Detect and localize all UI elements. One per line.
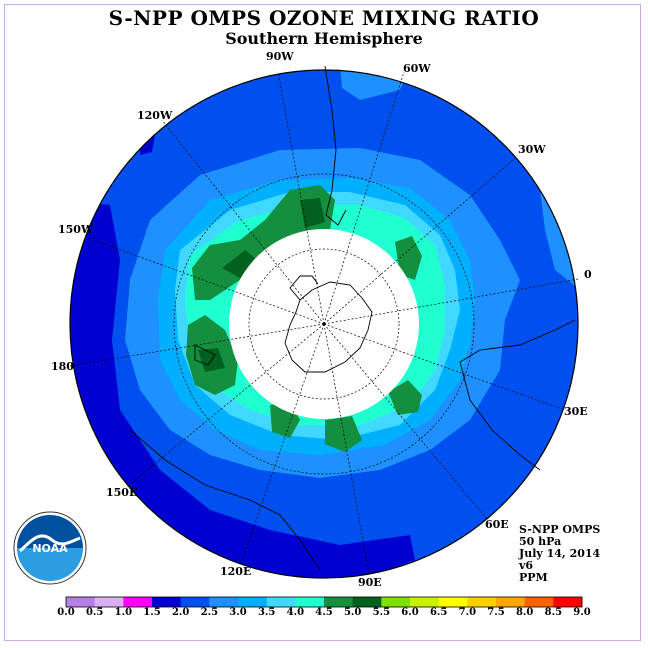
lon-label-120e: 120E [220, 565, 252, 578]
color-bar-tick-label: 7.0 [458, 607, 477, 618]
ozone-level-5.0-d [388, 380, 422, 415]
color-bar-swatch [94, 597, 124, 607]
color-bar [65, 596, 583, 608]
map-subtitle: Southern Hemisphere [225, 29, 423, 48]
color-bar-swatch [324, 597, 353, 607]
color-bar-tick-label: 5.0 [343, 607, 362, 618]
lon-label-30w: 30W [518, 143, 546, 156]
color-bar-tick-label: 1.5 [143, 607, 161, 618]
color-bar-swatch [123, 597, 153, 607]
lon-label-150w: 150W [58, 223, 94, 236]
antarctic-peninsula [289, 275, 319, 301]
instrument-label: S-NPP OMPS [519, 523, 601, 536]
pressure-level-label: 50 hPa [519, 535, 562, 548]
color-bar-tick-label: 4.0 [286, 607, 305, 618]
color-bar-swatch [66, 597, 95, 607]
color-bar-border [65, 596, 583, 608]
color-bar-swatch [266, 597, 296, 607]
color-bar-tick-label: 3.5 [257, 607, 276, 618]
noaa-logo-text: NOAA [32, 542, 68, 555]
africa-coast [459, 319, 576, 471]
color-bar-swatch [496, 597, 525, 607]
color-bar-tick-label: 1.0 [114, 607, 133, 618]
antarctica-coast [284, 281, 373, 373]
color-bar-tick-label: 3.0 [229, 607, 247, 618]
ozone-level-5.0-c [395, 236, 422, 280]
color-bar-swatch [180, 597, 210, 607]
color-bar-tick-label: 5.5 [372, 607, 391, 618]
color-bar-tick-label: 7.5 [487, 607, 505, 618]
ozone-level-2.0-west [70, 200, 415, 578]
lon-label-120w: 120W [137, 109, 173, 122]
lon-label-60e: 60E [485, 518, 509, 531]
date-label: July 14, 2014 [519, 547, 601, 560]
color-bar-tick-label: 8.5 [544, 607, 563, 618]
color-bar-swatch [524, 597, 554, 607]
color-bar-tick-label: 4.5 [315, 607, 333, 618]
color-bar-tick-label: 8.0 [515, 607, 534, 618]
color-bar-swatch [209, 597, 239, 607]
color-bar-tick-label: 6.0 [401, 607, 419, 618]
graticule [69, 71, 579, 575]
color-bar-tick-label: 0.5 [85, 607, 104, 618]
color-bar-tick-label: 0.0 [57, 607, 75, 618]
color-bar-swatch [295, 597, 325, 607]
ozone-level-5.5-b [300, 198, 325, 228]
color-bar-tick-label: 9.0 [573, 607, 591, 618]
australia-coast [129, 429, 321, 571]
info-block: S-NPP OMPS 50 hPa July 14, 2014 v6 PPM [519, 524, 600, 584]
lon-label-150e: 150E [106, 486, 138, 499]
south-pole-marker [322, 322, 326, 326]
map-title: S-NPP OMPS OZONE MIXING RATIO [108, 6, 540, 30]
ozone-level-5.0-f [325, 416, 362, 452]
color-bar-swatch [352, 597, 382, 607]
color-bar-swatch [438, 597, 468, 607]
lon-label-0: 0 [584, 268, 592, 281]
color-bar-swatch [553, 597, 583, 607]
color-bar-tick-label: 2.0 [171, 607, 190, 618]
color-bar-swatch [381, 597, 411, 607]
color-bar-tick-label: 6.5 [429, 607, 448, 618]
lon-label-30e: 30E [564, 405, 588, 418]
map-outline [69, 69, 579, 579]
units-label: PPM [519, 571, 548, 584]
south-america-coast [324, 65, 347, 226]
noaa-logo: NOAA [13, 511, 87, 585]
color-bar-swatch [238, 597, 267, 607]
new-zealand-coast [194, 344, 216, 366]
color-bar-swatch [152, 597, 181, 607]
color-bar-swatch [467, 597, 497, 607]
lon-label-90e: 90E [358, 576, 382, 589]
lon-label-180: 180 [51, 360, 74, 373]
coastlines [129, 65, 576, 571]
map-frame [4, 4, 641, 641]
ozone-level-5.0-a [192, 185, 335, 300]
color-bar-tick-label: 2.5 [200, 607, 219, 618]
lon-label-90w: 90W [266, 50, 294, 63]
ozone-level-5.5-a [222, 250, 255, 278]
lon-label-60w: 60W [403, 62, 431, 75]
color-bar-swatch [410, 597, 439, 607]
version-label: v6 [519, 559, 534, 572]
